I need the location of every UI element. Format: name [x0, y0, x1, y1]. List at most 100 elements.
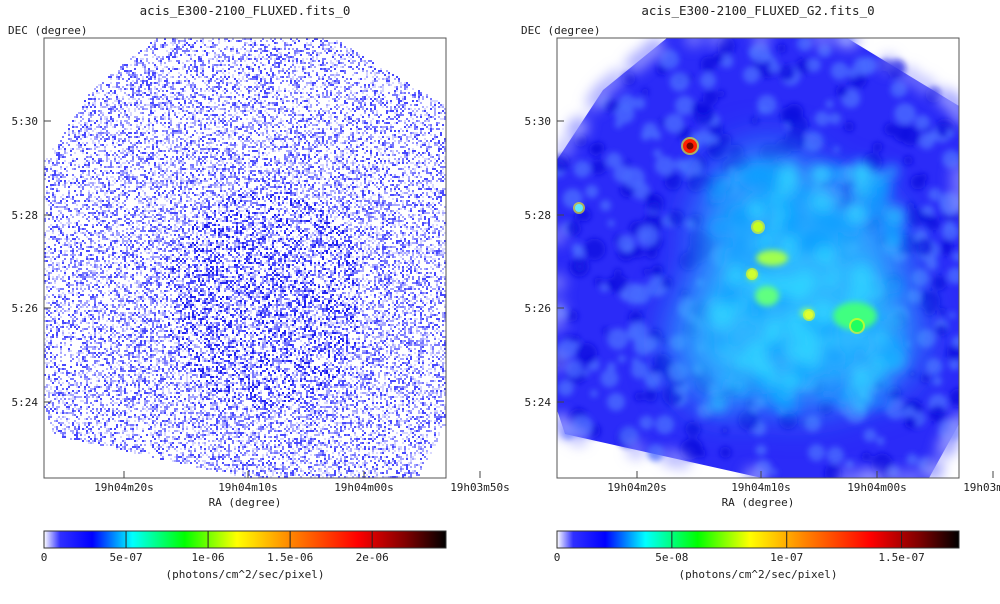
flux-pixel — [220, 168, 222, 170]
flux-pixel — [224, 64, 226, 66]
flux-pixel — [422, 124, 424, 126]
flux-pixel — [250, 112, 252, 114]
flux-pixel — [370, 156, 372, 158]
flux-pixel — [230, 114, 232, 116]
flux-pixel — [440, 172, 442, 174]
flux-pixel — [174, 132, 176, 134]
flux-pixel — [354, 140, 356, 142]
flux-pixel — [244, 72, 246, 74]
flux-pixel — [138, 164, 140, 166]
flux-pixel — [350, 116, 352, 118]
flux-pixel — [354, 150, 356, 152]
flux-pixel — [388, 158, 390, 160]
flux-pixel — [312, 70, 314, 72]
flux-pixel — [244, 114, 246, 116]
flux-pixel — [136, 120, 138, 122]
flux-pixel — [428, 120, 430, 122]
flux-pixel — [90, 126, 92, 128]
flux-pixel — [56, 176, 58, 178]
flux-pixel — [210, 174, 212, 176]
flux-pixel — [152, 112, 154, 114]
flux-pixel — [166, 180, 168, 182]
flux-pixel — [256, 80, 258, 82]
flux-pixel — [312, 84, 314, 86]
flux-pixel — [192, 112, 194, 114]
flux-pixel — [340, 58, 342, 60]
flux-pixel — [328, 172, 330, 174]
flux-pixel — [308, 48, 310, 50]
flux-pixel — [320, 158, 322, 160]
flux-pixel — [314, 124, 316, 126]
flux-pixel — [196, 120, 198, 122]
flux-pixel — [196, 170, 198, 172]
flux-pixel — [138, 142, 140, 144]
flux-pixel — [144, 162, 146, 164]
flux-pixel — [402, 106, 404, 108]
flux-pixel — [150, 48, 152, 50]
flux-pixel — [154, 106, 156, 108]
flux-pixel — [344, 46, 346, 48]
flux-pixel — [182, 50, 184, 52]
flux-pixel — [354, 72, 356, 74]
flux-pixel — [264, 118, 266, 120]
flux-pixel — [74, 136, 76, 138]
flux-pixel — [198, 168, 200, 170]
flux-pixel — [72, 182, 74, 184]
flux-pixel — [204, 50, 206, 52]
flux-pixel — [260, 78, 262, 80]
flux-pixel — [336, 156, 338, 158]
flux-pixel — [360, 60, 362, 62]
flux-pixel — [426, 166, 428, 168]
flux-pixel — [220, 174, 222, 176]
flux-pixel — [388, 162, 390, 164]
flux-pixel — [242, 54, 244, 56]
flux-pixel — [322, 46, 324, 48]
flux-pixel — [228, 110, 230, 112]
flux-pixel — [250, 68, 252, 70]
flux-pixel — [404, 122, 406, 124]
flux-pixel — [200, 126, 202, 128]
flux-pixel — [166, 134, 168, 136]
flux-pixel — [286, 158, 288, 160]
flux-pixel — [294, 148, 296, 150]
flux-pixel — [322, 82, 324, 84]
flux-pixel — [178, 132, 180, 134]
flux-pixel — [180, 146, 182, 148]
flux-pixel — [430, 134, 432, 136]
flux-pixel — [178, 172, 180, 174]
flux-pixel — [194, 120, 196, 122]
flux-pixel — [210, 40, 212, 42]
flux-pixel — [282, 142, 284, 144]
flux-pixel — [58, 172, 60, 174]
flux-pixel — [232, 168, 234, 170]
flux-pixel — [326, 52, 328, 54]
flux-pixel — [378, 78, 380, 80]
flux-pixel — [404, 156, 406, 158]
flux-pixel — [120, 66, 122, 68]
flux-pixel — [196, 72, 198, 74]
flux-pixel — [230, 122, 232, 124]
flux-pixel — [188, 98, 190, 100]
flux-pixel — [326, 104, 328, 106]
flux-pixel — [340, 150, 342, 152]
flux-pixel — [100, 138, 102, 140]
flux-pixel — [292, 48, 294, 50]
flux-pixel — [140, 160, 142, 162]
flux-pixel — [184, 168, 186, 170]
flux-pixel — [142, 132, 144, 134]
flux-pixel — [376, 90, 378, 92]
flux-pixel — [310, 164, 312, 166]
flux-pixel — [374, 146, 376, 148]
flux-pixel — [444, 112, 446, 114]
flux-pixel — [390, 118, 392, 120]
flux-pixel — [192, 152, 194, 154]
flux-pixel — [412, 94, 414, 96]
flux-pixel — [248, 122, 250, 124]
flux-pixel — [362, 122, 364, 124]
flux-pixel — [298, 84, 300, 86]
flux-pixel — [410, 170, 412, 172]
flux-pixel — [328, 76, 330, 78]
flux-pixel — [230, 156, 232, 158]
flux-pixel — [184, 90, 186, 92]
flux-pixel — [400, 82, 402, 84]
